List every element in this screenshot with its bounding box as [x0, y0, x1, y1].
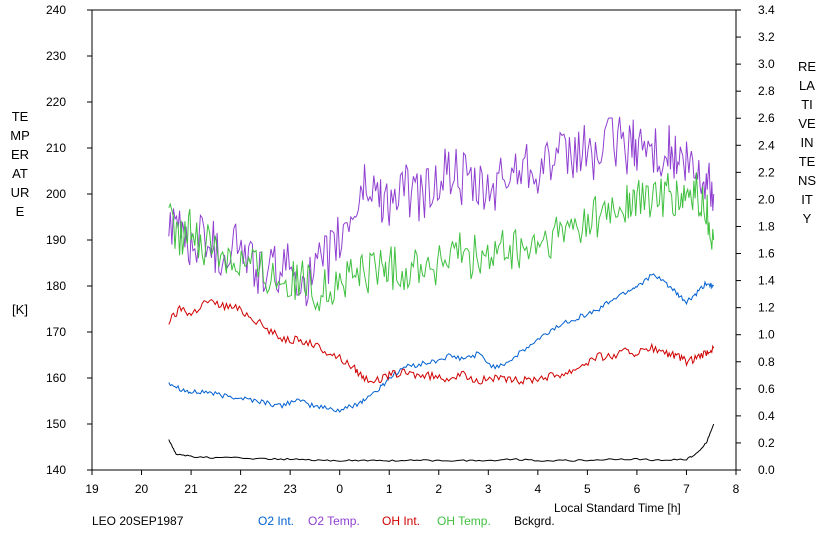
series-line-bckgrd [168, 423, 715, 462]
y-left-tick-label: 230 [46, 49, 66, 63]
y-right-tick-label: 1.0 [758, 328, 775, 342]
y-right-tick-label: 1.2 [758, 301, 775, 315]
x-tick-label: 6 [634, 482, 641, 496]
x-tick-label: 1 [386, 482, 393, 496]
y-right-tick-label: 2.6 [758, 111, 775, 125]
x-tick-label: 20 [135, 482, 149, 496]
y-axis-right-label: RELATIVE INTENSITY [797, 59, 817, 226]
y-right-tick-label: 1.4 [758, 274, 775, 288]
x-tick-label: 19 [85, 482, 99, 496]
y-right-tick-label: 0.4 [758, 409, 775, 423]
x-tick-label: 23 [283, 482, 297, 496]
y-right-tick-label: 1.6 [758, 247, 775, 261]
legend-oh-int: OH Int. [382, 514, 421, 528]
y-right-tick-label: 0.0 [758, 463, 775, 477]
x-tick-label: 0 [336, 482, 343, 496]
y-right-tick-label: 2.2 [758, 165, 775, 179]
y-left-tick-label: 210 [46, 141, 66, 155]
x-tick-label: 8 [733, 482, 740, 496]
series-line-oh-temp [168, 172, 715, 312]
legend-o2-int: O2 Int. [258, 514, 295, 528]
ticks-layer: 19 20 21 22 23 0 1 2 3 4 5 6 7 8140150160170180190200… [46, 3, 775, 496]
legend-o2-temp: O2 Temp. [308, 514, 360, 528]
y-right-tick-label: 1.8 [758, 219, 775, 233]
x-tick-label: 7 [683, 482, 690, 496]
y-left-tick-label: 140 [46, 463, 66, 477]
y-left-tick-label: 240 [46, 3, 66, 17]
series-line-oh-int [168, 298, 715, 385]
y-right-tick-label: 0.8 [758, 355, 775, 369]
y-left-tick-label: 160 [46, 371, 66, 385]
y-axis-left-label: TEMPERATURE [10, 109, 30, 219]
y-right-tick-label: 0.2 [758, 436, 775, 450]
y-left-tick-label: 150 [46, 417, 66, 431]
y-left-tick-label: 190 [46, 233, 66, 247]
y-left-tick-label: 200 [46, 187, 66, 201]
x-axis-label: Local Standard Time [h] [554, 501, 681, 515]
x-tick-label: 4 [535, 482, 542, 496]
y-right-tick-label: 2.4 [758, 138, 775, 152]
footer-label: LEO 20SEP1987 [92, 514, 184, 528]
y-right-tick-label: 3.0 [758, 57, 775, 71]
x-tick-label: 22 [234, 482, 248, 496]
x-tick-label: 3 [485, 482, 492, 496]
y-left-tick-label: 170 [46, 325, 66, 339]
series-layer [168, 116, 715, 462]
y-left-tick-label: 180 [46, 279, 66, 293]
legend-bckgrd: Bckgrd. [514, 514, 555, 528]
y-right-tick-label: 2.8 [758, 84, 775, 98]
y-right-tick-label: 2.0 [758, 192, 775, 206]
y-left-tick-label: 220 [46, 95, 66, 109]
x-tick-label: 2 [435, 482, 442, 496]
y-axis-left-unit: [K] [12, 302, 28, 317]
y-right-tick-label: 3.2 [758, 30, 775, 44]
y-right-tick-label: 3.4 [758, 3, 775, 17]
legend-oh-temp: OH Temp. [437, 514, 491, 528]
series-line-o2-temp [168, 116, 715, 307]
series-line-o2-int [168, 273, 715, 413]
plot-area [91, 9, 737, 471]
x-tick-label: 5 [584, 482, 591, 496]
y-right-tick-label: 0.6 [758, 382, 775, 396]
x-tick-label: 21 [184, 482, 198, 496]
